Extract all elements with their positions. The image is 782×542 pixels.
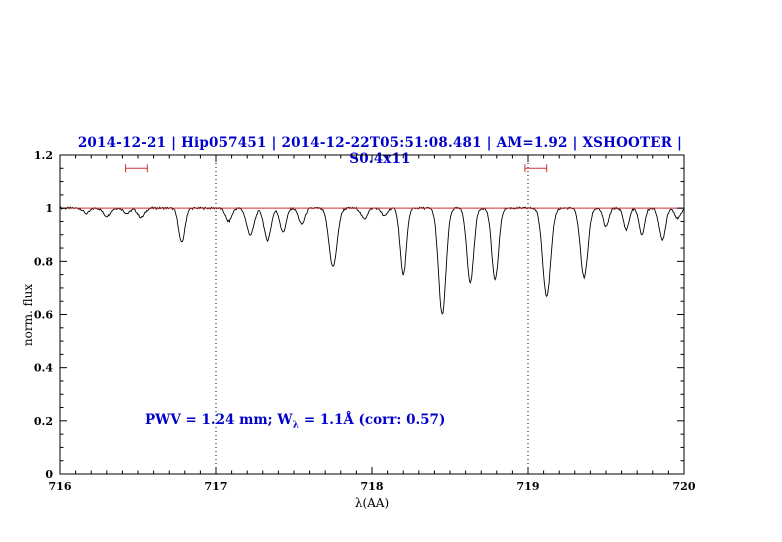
x-tick-label: 720 [673,480,696,493]
y-tick-label: 1.2 [34,149,53,162]
x-tick-label: 718 [361,480,384,493]
y-tick-label: 1 [45,202,53,215]
y-tick-label: 0.6 [34,309,53,322]
x-tick-label: 719 [517,480,540,493]
x-tick-label: 716 [49,480,72,493]
y-tick-label: 0.4 [34,362,53,375]
y-axis-label: norm. flux [21,283,35,347]
pwv-annotation-text-2: = 1.1Å (corr: 0.57) [299,412,446,428]
y-tick-label: 0 [45,468,53,481]
pwv-annotation: PWV = 1.24 mm; Wλ = 1.1Å (corr: 0.57) [145,412,445,431]
x-axis-label: λ(AA) [354,496,390,510]
y-tick-label: 0.2 [34,415,53,428]
pwv-annotation-text: PWV = 1.24 mm; W [145,412,293,428]
pwv-annotation-subscript: λ [292,419,300,431]
x-tick-label: 717 [205,480,228,493]
y-tick-label: 0.8 [34,255,53,268]
spectrum-line [59,206,685,315]
